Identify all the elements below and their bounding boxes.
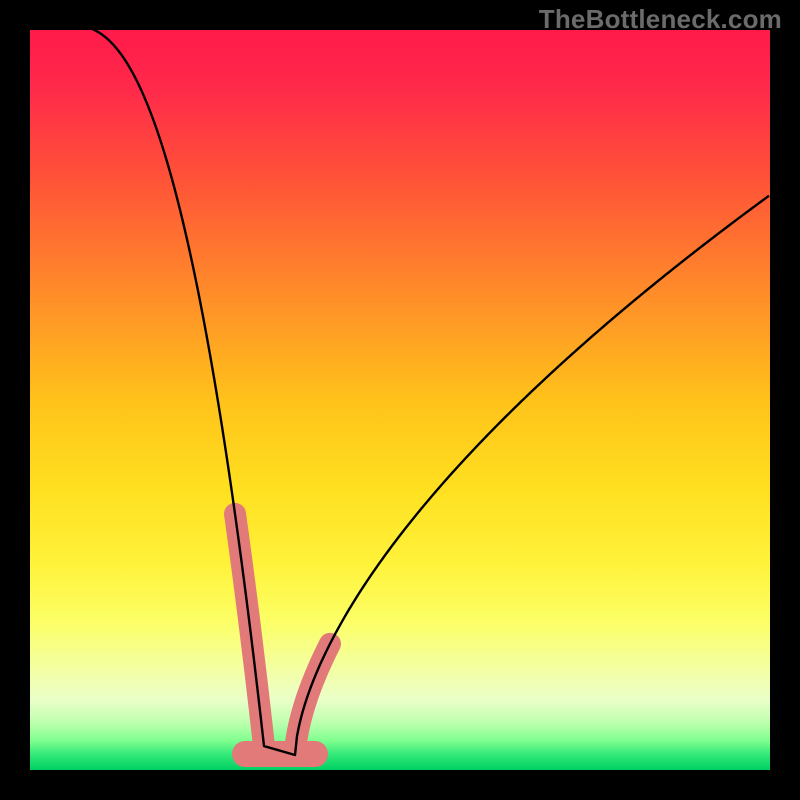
- bottleneck-chart: [0, 0, 800, 800]
- watermark-text: TheBottleneck.com: [539, 4, 782, 35]
- gradient-background: [30, 30, 770, 770]
